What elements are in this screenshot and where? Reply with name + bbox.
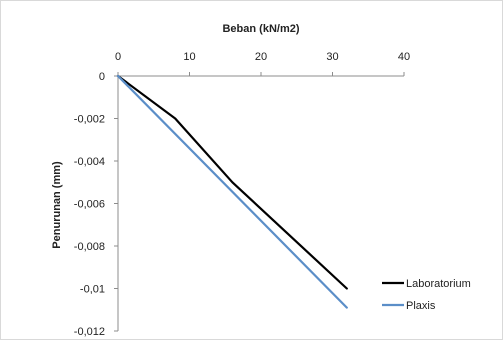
y-tick-label: -0,006 [74,199,105,211]
y-tick-label: -0,012 [74,326,105,338]
series-layer [116,74,348,309]
y-tick-label: 0 [99,71,105,83]
x-tick-label: 30 [326,51,338,63]
y-tick-label: -0,002 [74,114,105,126]
x-tick-label: 40 [398,51,410,63]
x-axis-title: Beban (kN/m2) [222,23,299,35]
series-line-plaxis [116,74,348,309]
axes: 0 10 20 30 40 0 -0,002 -0,004 -0,006 -0,008 -0,01 -… [74,51,410,338]
x-tick-label: 20 [255,51,267,63]
y-tick-label: -0,01 [80,284,105,296]
y-tick-label: -0,008 [74,241,105,253]
y-axis-title: Penurunan (mm) [51,161,63,249]
y-tick-label: -0,004 [74,156,105,168]
legend-label-plaxis: Plaxis [406,300,436,312]
x-tick-label: 0 [115,51,121,63]
x-tick-label: 10 [183,51,195,63]
legend-label-laboratorium: Laboratorium [406,278,471,290]
series-line-laboratorium [116,74,348,290]
legend: Laboratorium Plaxis [382,278,471,312]
